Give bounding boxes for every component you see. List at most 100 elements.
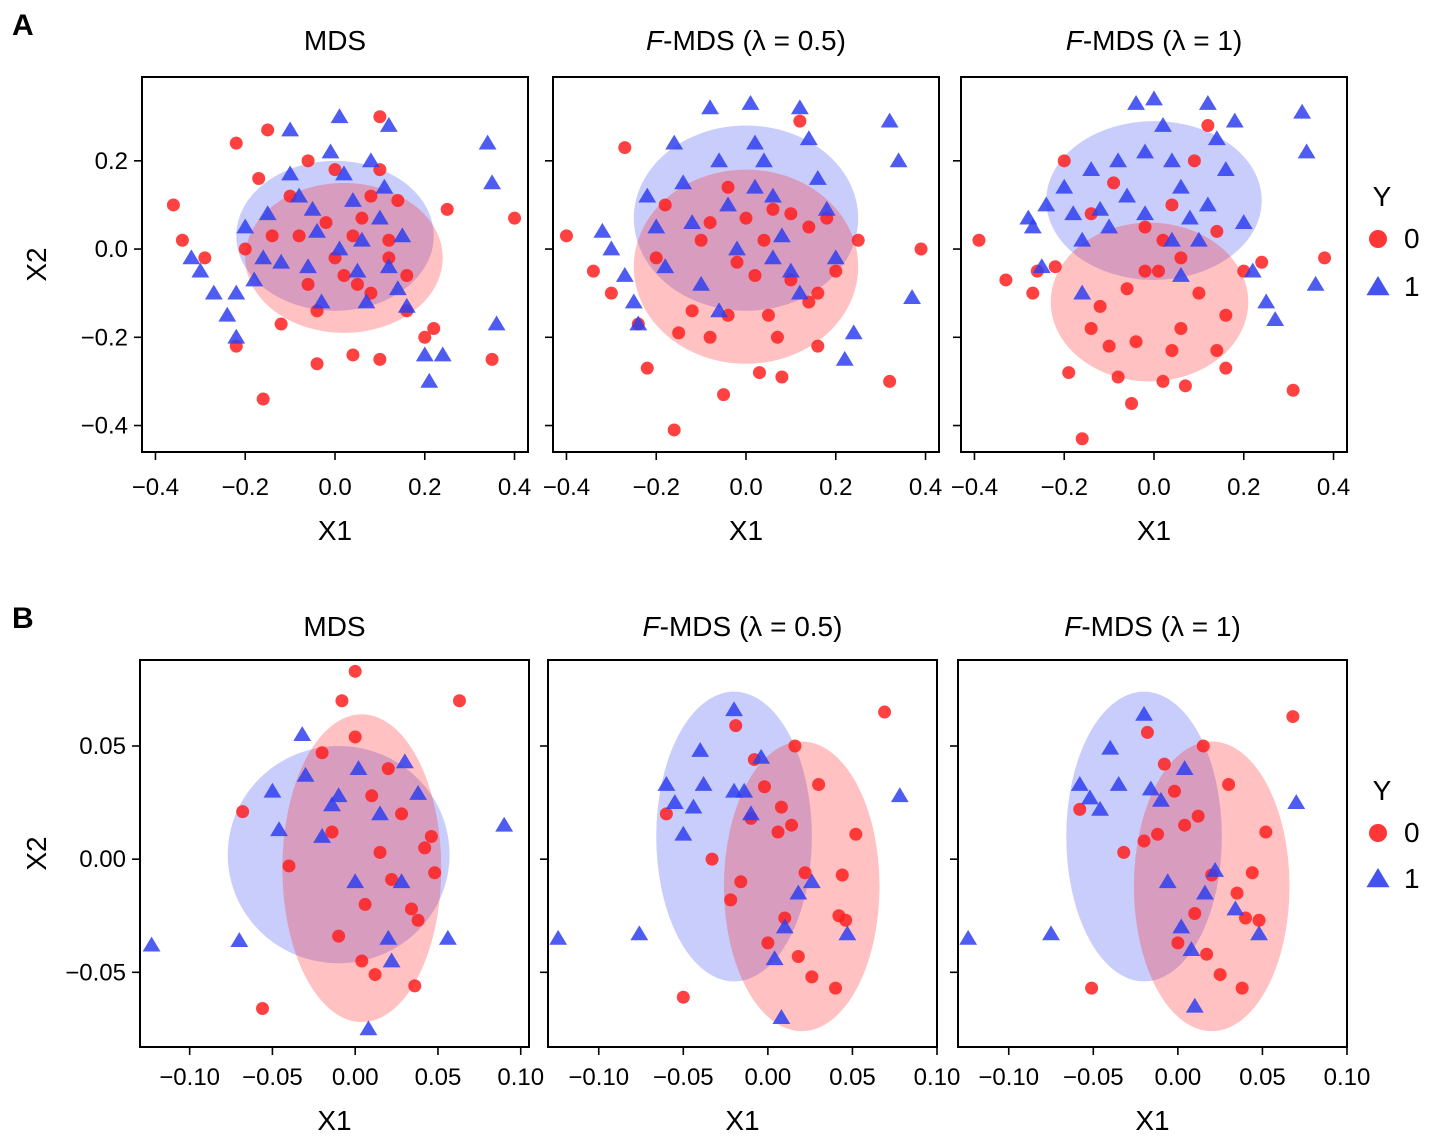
- point-class-0: [1129, 335, 1143, 349]
- point-class-0: [385, 873, 399, 887]
- point-class-1: [674, 825, 693, 841]
- point-class-1: [799, 130, 818, 146]
- x-tick-label: 0.10: [914, 1064, 961, 1091]
- point-class-1: [348, 262, 367, 278]
- point-class-0: [1026, 286, 1040, 300]
- panel-2: F-MDS (λ = 0.5) −0.10 −0.05 0.00 0.05 0.10 X1: [540, 611, 960, 1136]
- point-class-1: [602, 240, 621, 256]
- point-class-1: [1207, 130, 1226, 146]
- row-label-a: A: [12, 9, 34, 42]
- panel-3: F-MDS (λ = 1) −0.4 −0.2 0.0 0.2 0.4 X1: [951, 25, 1350, 546]
- point-class-0: [400, 269, 414, 283]
- point-class-1: [1135, 705, 1153, 721]
- legend-marker-class-1: [1366, 868, 1390, 888]
- point-class-1: [1225, 112, 1244, 128]
- point-class-1: [1042, 925, 1060, 941]
- point-class-1: [624, 293, 643, 309]
- legend-title: Y: [1373, 775, 1392, 806]
- point-class-1: [236, 218, 255, 234]
- x-tick-label: −0.05: [653, 1064, 714, 1091]
- point-class-1: [330, 240, 349, 256]
- point-class-0: [292, 229, 306, 243]
- point-class-0: [236, 805, 250, 819]
- x-tick-label: 0.00: [1155, 1064, 1202, 1091]
- x-tick-label: −0.2: [222, 474, 269, 501]
- x-tick-label: 0.2: [1227, 474, 1260, 501]
- point-class-0: [1178, 818, 1192, 832]
- point-class-1: [684, 798, 703, 814]
- point-class-0: [1318, 251, 1332, 265]
- point-class-0: [778, 911, 792, 925]
- point-class-1: [789, 884, 808, 900]
- point-class-0: [319, 216, 333, 230]
- point-class-1: [1080, 789, 1099, 805]
- point-class-0: [365, 789, 379, 803]
- legend-label: 0: [1404, 223, 1420, 254]
- point-class-0: [883, 374, 897, 388]
- point-class-1: [1141, 780, 1160, 796]
- point-class-0: [757, 233, 771, 247]
- point-class-0: [788, 739, 802, 753]
- point-class-0: [757, 780, 771, 794]
- panel-3: F-MDS (λ = 1) −0.10 −0.05 0.00 0.05 0.10 X1: [950, 611, 1370, 1136]
- point-class-1: [379, 929, 398, 945]
- point-class-1: [272, 253, 291, 269]
- point-class-0: [721, 180, 735, 194]
- point-class-1: [772, 1009, 791, 1024]
- point-class-1: [903, 289, 921, 304]
- point-class-0: [1201, 119, 1215, 133]
- point-class-1: [329, 787, 348, 803]
- x-tick-label: 0.4: [1317, 474, 1350, 501]
- point-class-0: [1075, 432, 1089, 446]
- point-class-0: [485, 352, 499, 366]
- point-class-0: [255, 1002, 269, 1016]
- point-class-1: [710, 152, 728, 168]
- point-class-0: [1255, 255, 1269, 269]
- point-class-0: [730, 255, 744, 269]
- point-class-0: [1073, 802, 1087, 816]
- x-axis-label: X1: [1135, 1105, 1169, 1136]
- point-class-1: [1306, 275, 1325, 291]
- point-class-1: [835, 350, 854, 366]
- point-class-1: [772, 227, 791, 243]
- point-class-1: [728, 240, 746, 256]
- point-class-1: [735, 782, 754, 798]
- x-tick-label: −0.05: [1063, 1064, 1124, 1091]
- point-class-1: [781, 262, 800, 278]
- point-class-0: [1213, 968, 1227, 982]
- point-class-0: [676, 990, 690, 1004]
- point-class-0: [411, 913, 425, 927]
- point-class-1: [433, 346, 452, 362]
- point-class-0: [427, 321, 441, 335]
- x-tick-label: 0.05: [415, 1064, 462, 1091]
- point-class-0: [658, 198, 672, 212]
- point-class-1: [299, 258, 317, 274]
- point-class-0: [1137, 834, 1151, 848]
- point-class-0: [775, 370, 789, 384]
- point-class-0: [672, 326, 686, 340]
- point-class-0: [328, 163, 342, 177]
- confidence-ellipse-class-0: [1133, 741, 1290, 1032]
- point-class-1: [1206, 861, 1225, 877]
- point-class-0: [381, 762, 395, 776]
- point-class-0: [1125, 396, 1139, 410]
- point-class-1: [321, 143, 340, 159]
- point-class-0: [559, 229, 573, 243]
- point-class-1: [1101, 739, 1120, 755]
- point-class-0: [238, 242, 252, 256]
- point-class-1: [1055, 178, 1074, 194]
- point-class-0: [1188, 906, 1202, 920]
- point-class-1: [1189, 231, 1208, 247]
- x-tick-label: 0.00: [332, 1064, 379, 1091]
- title-text: MDS: [303, 611, 365, 642]
- confidence-ellipse-class-1: [656, 691, 812, 982]
- point-class-0: [667, 423, 681, 437]
- title-prefix: F: [646, 25, 665, 56]
- x-tick-label: 0.2: [819, 474, 852, 501]
- point-class-1: [1136, 205, 1154, 221]
- point-class-0: [849, 827, 863, 841]
- point-class-0: [774, 800, 788, 814]
- point-class-0: [1191, 809, 1205, 823]
- marker-group: [142, 664, 514, 1036]
- x-tick-label: 0.05: [1239, 1064, 1286, 1091]
